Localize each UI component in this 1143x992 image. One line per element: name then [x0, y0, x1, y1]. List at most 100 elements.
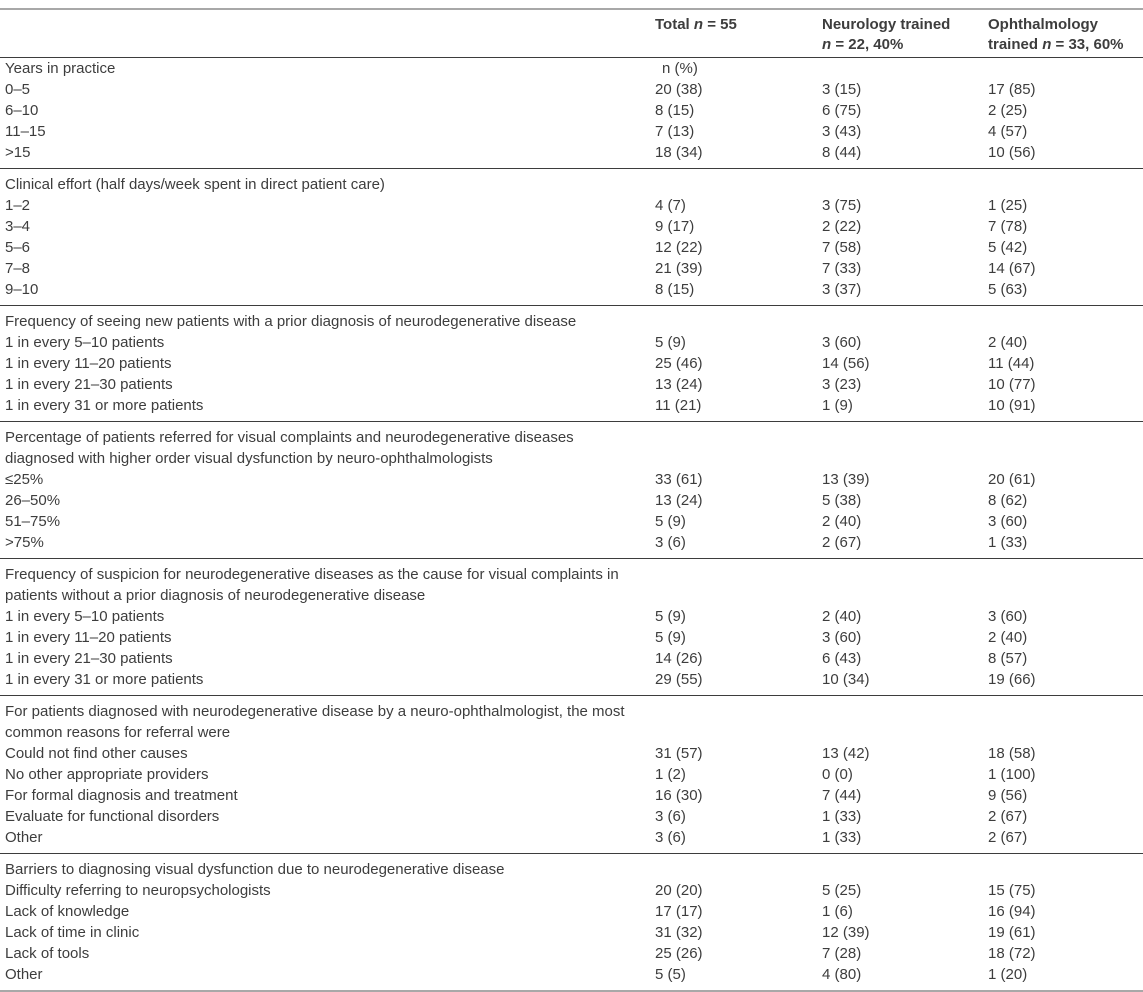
cell-value: 5 (5) — [655, 966, 686, 983]
section-header-row: For patients diagnosed with neurodegener… — [0, 695, 1143, 743]
cell-value: 3 (43) — [822, 123, 862, 140]
table-row: Lack of time in clinic 31 (32) 12 (39) 19 (… — [0, 922, 1143, 943]
cell-value: 7 (78) — [988, 218, 1028, 235]
cell-value: 6 (75) — [822, 102, 862, 119]
row-label: ≤25% — [5, 471, 44, 488]
row-label: >75% — [5, 534, 44, 551]
cell-value: 5 (63) — [988, 281, 1028, 298]
cell-value: 19 (66) — [988, 671, 1036, 688]
italic-n-symbol: n — [822, 36, 832, 53]
cell-value: 15 (75) — [988, 882, 1036, 899]
row-label: Other — [5, 966, 43, 983]
table-row: 9–10 8 (15) 3 (37) 5 (63) — [0, 279, 1143, 306]
section-header-row: Frequency of suspicion for neurodegenera… — [0, 558, 1143, 606]
cell-value: 6 (43) — [822, 650, 862, 667]
row-label: 1 in every 5–10 patients — [5, 608, 165, 625]
cell-value: 5 (38) — [822, 492, 862, 509]
cell-value: 2 (67) — [988, 829, 1028, 846]
table-row: For formal diagnosis and treatment 16 (30… — [0, 785, 1143, 806]
cell-value: 3 (60) — [988, 608, 1028, 625]
column-header-ophthalmology: Ophthalmology trained n = 33, 60% — [988, 9, 1143, 58]
cell-value: 8 (44) — [822, 144, 862, 161]
cell-value: 3 (6) — [655, 534, 686, 551]
section-header-line: Frequency of suspicion for neurodegenera… — [5, 566, 619, 583]
row-label: 1 in every 31 or more patients — [5, 397, 204, 414]
table-row: Evaluate for functional disorders 3 (6) 1 … — [0, 806, 1143, 827]
table-row: 1 in every 21–30 patients 13 (24) 3 (23) 10… — [0, 374, 1143, 395]
section-header-line: Clinical effort (half days/week spent in… — [5, 176, 385, 193]
section-header-row: Percentage of patients referred for visu… — [0, 421, 1143, 469]
table-row: 1 in every 31 or more patients 29 (55) 10 … — [0, 669, 1143, 696]
table-row: Difficulty referring to neuropsychologis… — [0, 880, 1143, 901]
cell-value: 17 (85) — [988, 81, 1036, 98]
column-header-line: Total n = 55 — [655, 15, 822, 35]
section-header: Clinical effort (half days/week spent in… — [0, 168, 1143, 195]
cell-value: 10 (34) — [822, 671, 870, 688]
table-row: >75% 3 (6) 2 (67) 1 (33) — [0, 532, 1143, 559]
cell-value: 14 (67) — [988, 260, 1036, 277]
cell-value: 3 (6) — [655, 808, 686, 825]
row-label: Could not find other causes — [5, 745, 188, 762]
table-row: 1 in every 31 or more patients 11 (21) 1 (… — [0, 395, 1143, 422]
cell-value: 7 (28) — [822, 945, 862, 962]
survey-results-table: Total n = 55 Neurology trained n = 22, 40… — [0, 8, 1143, 992]
row-label: Lack of knowledge — [5, 903, 130, 920]
cell-value: 3 (15) — [822, 81, 862, 98]
cell-value: 1 (2) — [655, 766, 686, 783]
table-row: 7–8 21 (39) 7 (33) 14 (67) — [0, 258, 1143, 279]
section-header-line: Percentage of patients referred for visu… — [5, 429, 574, 446]
cell-value: 9 (17) — [655, 218, 695, 235]
table-row: No other appropriate providers 1 (2) 0 (0)… — [0, 764, 1143, 785]
column-header-line: trained n = 33, 60% — [988, 35, 1143, 55]
table-row: 5–6 12 (22) 7 (58) 5 (42) — [0, 237, 1143, 258]
section-header-line: Barriers to diagnosing visual dysfunctio… — [5, 861, 505, 878]
cell-value: 3 (6) — [655, 829, 686, 846]
cell-value: 21 (39) — [655, 260, 703, 277]
cell-value: 20 (38) — [655, 81, 703, 98]
row-label: 1 in every 31 or more patients — [5, 671, 204, 688]
cell-value: 31 (32) — [655, 924, 703, 941]
cell-value: 5 (25) — [822, 882, 862, 899]
table-row: 11–15 7 (13) 3 (43) 4 (57) — [0, 121, 1143, 142]
cell-value: 10 (56) — [988, 144, 1036, 161]
cell-value: 7 (13) — [655, 123, 695, 140]
column-header-line: Neurology trained — [822, 15, 988, 35]
section-header-line: patients without a prior diagnosis of ne… — [5, 587, 426, 604]
cell-value: 12 (22) — [655, 239, 703, 256]
header-text-segment: trained — [988, 36, 1043, 53]
cell-value: 13 (24) — [655, 376, 703, 393]
cell-value: 4 (7) — [655, 197, 686, 214]
cell-value: 18 (72) — [988, 945, 1036, 962]
cell-value: 4 (57) — [988, 123, 1028, 140]
cell-value: 0 (0) — [822, 766, 853, 783]
cell-value: 14 (26) — [655, 650, 703, 667]
row-label: 1 in every 11–20 patients — [5, 355, 172, 372]
row-label: Lack of tools — [5, 945, 90, 962]
table-row: Lack of knowledge 17 (17) 1 (6) 16 (94) — [0, 901, 1143, 922]
cell-value: 2 (40) — [822, 513, 862, 530]
section-header: Frequency of suspicion for neurodegenera… — [0, 558, 1143, 606]
cell-value: 18 (58) — [988, 745, 1036, 762]
section-header-line: diagnosed with higher order visual dysfu… — [5, 450, 493, 467]
header-empty-cell — [0, 9, 655, 58]
cell-value: 2 (67) — [822, 534, 862, 551]
row-label: >15 — [5, 144, 31, 161]
header-text-segment: = 33, 60% — [1051, 36, 1124, 53]
cell-value: 2 (40) — [988, 334, 1028, 351]
cell-value: 9 (56) — [988, 787, 1028, 804]
cell-value: 5 (9) — [655, 513, 686, 530]
cell-value: 12 (39) — [822, 924, 870, 941]
table-row: 26–50% 13 (24) 5 (38) 8 (62) — [0, 490, 1143, 511]
cell-value: 3 (37) — [822, 281, 862, 298]
row-label: 11–15 — [5, 123, 46, 140]
row-label: 3–4 — [5, 218, 31, 235]
row-label: Difficulty referring to neuropsychologis… — [5, 882, 271, 899]
row-label: For formal diagnosis and treatment — [5, 787, 238, 804]
cell-value: 18 (34) — [655, 144, 703, 161]
section-header-row: Clinical effort (half days/week spent in… — [0, 168, 1143, 195]
cell-value: 3 (23) — [822, 376, 862, 393]
row-label: No other appropriate providers — [5, 766, 209, 783]
cell-value: 17 (17) — [655, 903, 703, 920]
section-header-line: Frequency of seeing new patients with a … — [5, 313, 577, 330]
cell-value: 13 (42) — [822, 745, 870, 762]
